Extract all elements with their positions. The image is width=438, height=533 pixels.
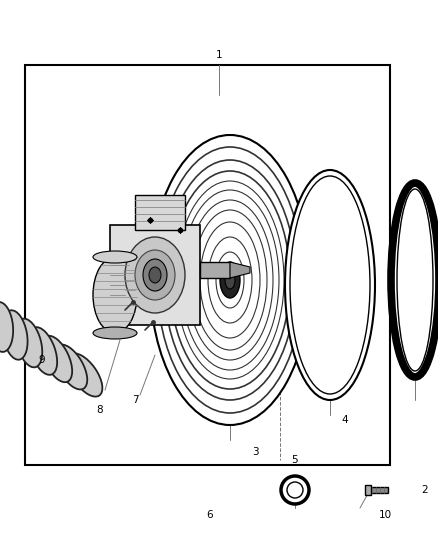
Ellipse shape (225, 271, 235, 289)
Ellipse shape (143, 259, 167, 291)
Text: 2: 2 (422, 485, 428, 495)
Ellipse shape (55, 344, 87, 390)
Text: 10: 10 (378, 510, 392, 520)
Ellipse shape (93, 251, 137, 263)
Ellipse shape (93, 257, 137, 333)
Text: 6: 6 (207, 510, 213, 520)
Ellipse shape (149, 267, 161, 283)
Ellipse shape (3, 310, 28, 360)
Text: 7: 7 (132, 395, 138, 405)
Ellipse shape (391, 183, 438, 377)
Bar (365, 485, 371, 495)
Text: 8: 8 (97, 405, 103, 415)
Polygon shape (230, 262, 250, 278)
Text: 3: 3 (252, 447, 258, 457)
Text: 4: 4 (342, 415, 348, 425)
Text: 5: 5 (292, 455, 298, 465)
Ellipse shape (125, 237, 185, 313)
Ellipse shape (285, 170, 375, 400)
Ellipse shape (290, 176, 370, 394)
Ellipse shape (93, 327, 137, 339)
Ellipse shape (281, 476, 309, 504)
Bar (110, 225, 200, 325)
Ellipse shape (287, 482, 303, 498)
Ellipse shape (0, 302, 13, 352)
Ellipse shape (150, 135, 310, 425)
Ellipse shape (135, 250, 175, 300)
Text: 9: 9 (39, 355, 45, 365)
Text: 1: 1 (215, 50, 223, 60)
Ellipse shape (220, 262, 240, 298)
Bar (25, 65, 390, 465)
Bar (135, 195, 185, 230)
Ellipse shape (29, 327, 57, 375)
Ellipse shape (16, 319, 42, 367)
Bar (200, 262, 230, 278)
Bar (370, 487, 388, 493)
Ellipse shape (42, 336, 72, 382)
Ellipse shape (67, 353, 102, 397)
